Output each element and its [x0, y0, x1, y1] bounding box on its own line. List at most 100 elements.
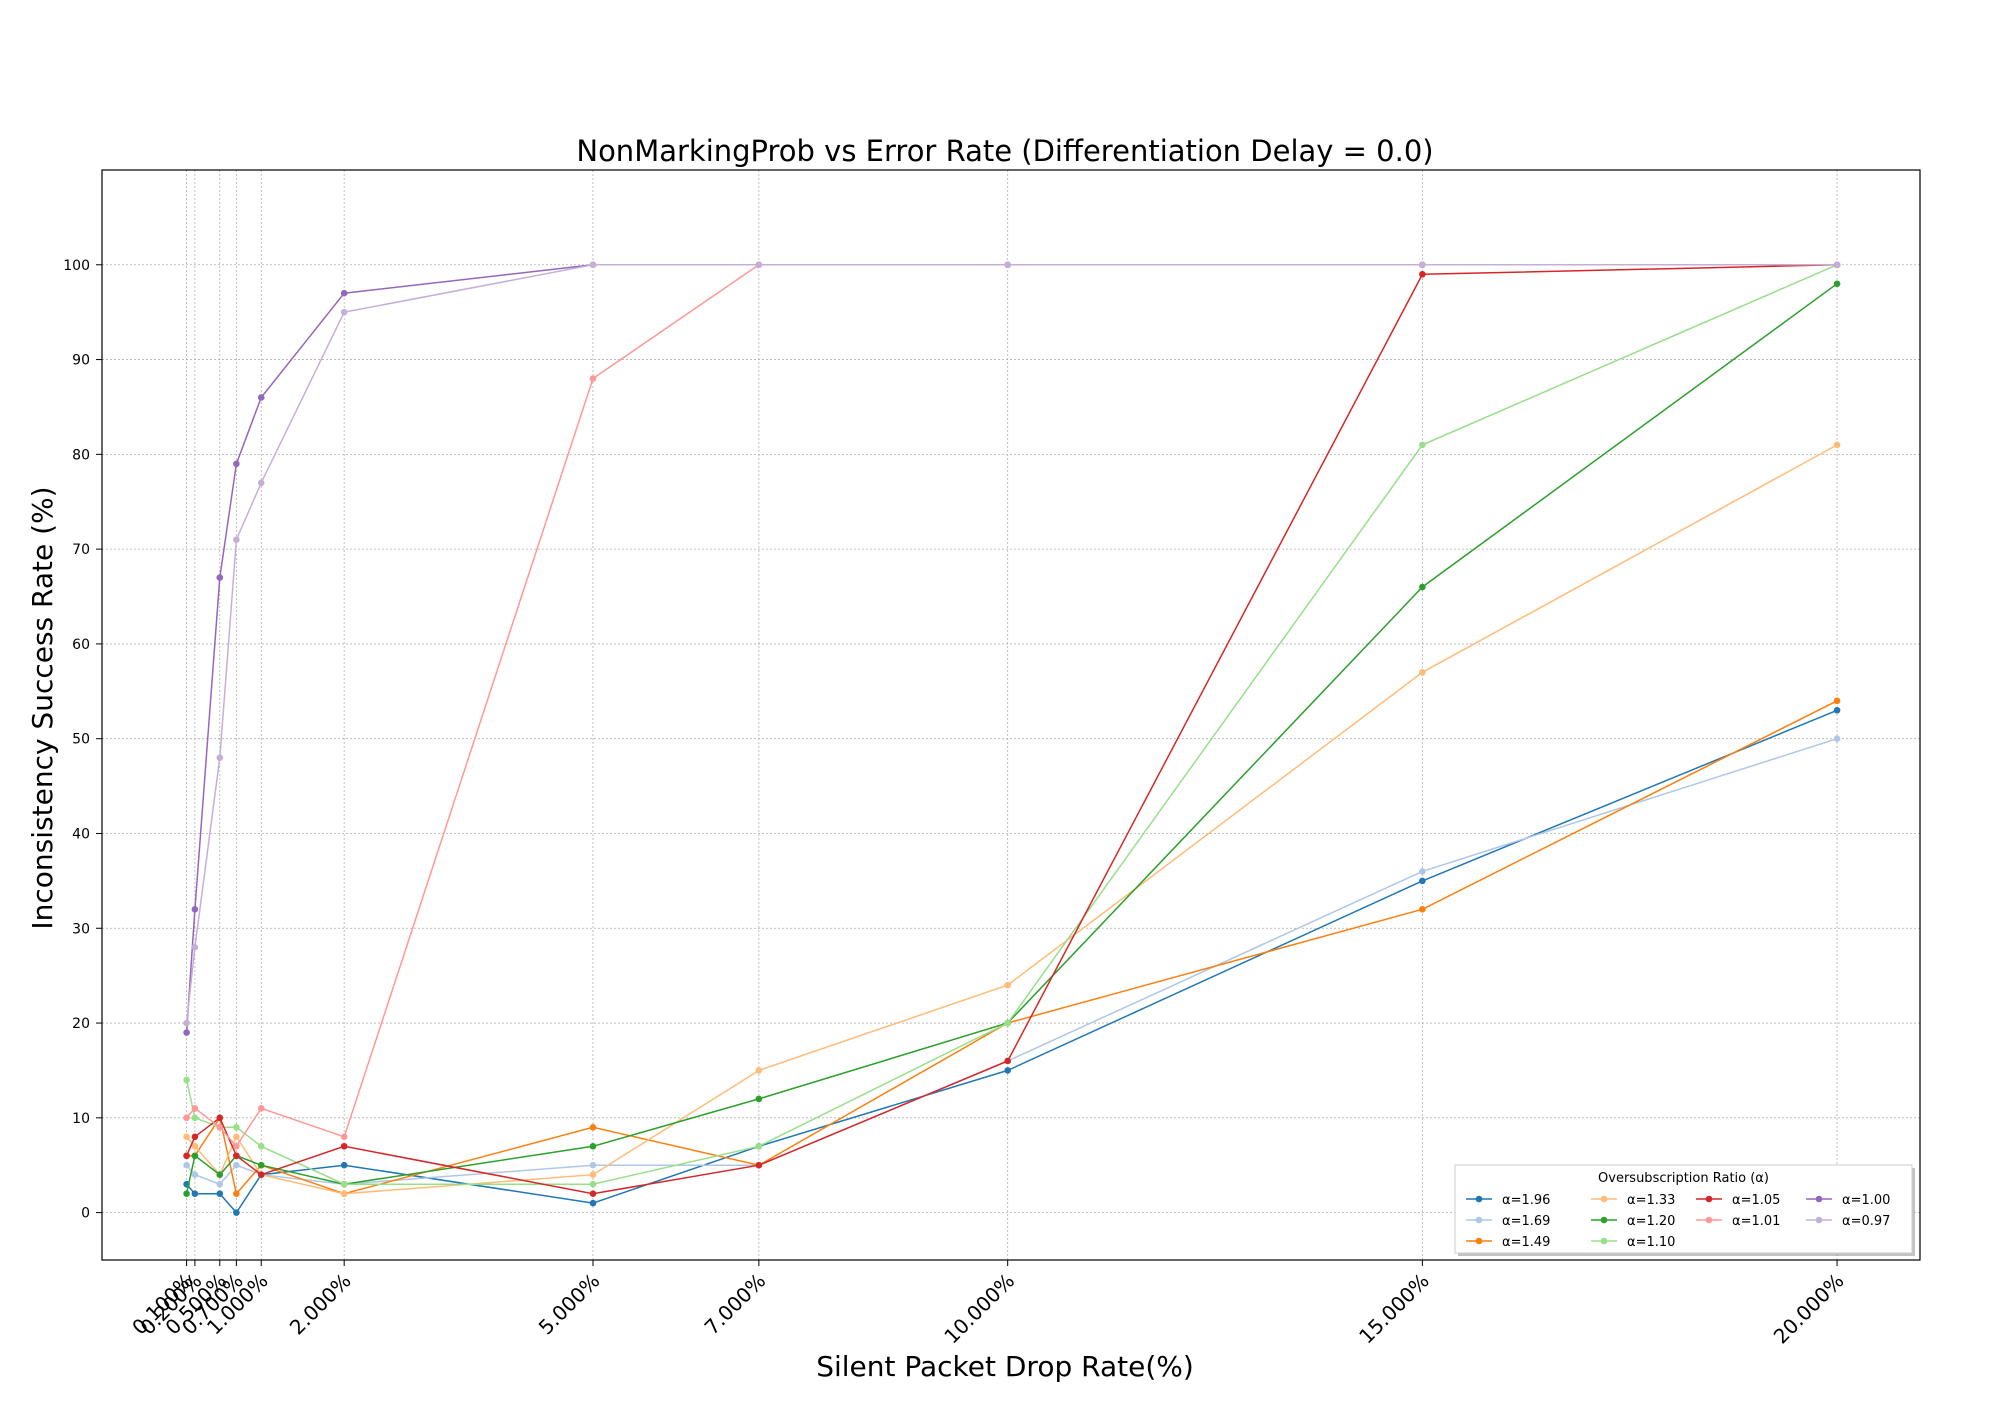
data-point	[340, 289, 348, 297]
data-point	[1419, 906, 1426, 913]
legend-swatch-marker	[1475, 1216, 1483, 1224]
legend-item: α=1.49	[1466, 1235, 1550, 1250]
y-axis-label: Inconsistency Success Rate (%)	[26, 486, 59, 929]
data-point	[589, 1180, 597, 1188]
y-tick-label: 20	[72, 1016, 90, 1032]
data-point	[1419, 270, 1426, 278]
series-line	[185, 264, 1838, 1185]
data-point	[191, 943, 199, 951]
data-point	[233, 1133, 240, 1141]
legend-label: α=1.05	[1732, 1193, 1780, 1208]
x-tick-label: 7.000%	[700, 1269, 771, 1340]
data-point	[1833, 280, 1841, 288]
series-line	[186, 737, 1838, 1186]
data-point	[191, 1133, 199, 1141]
legend-label: α=1.00	[1842, 1193, 1890, 1208]
data-point	[183, 1152, 190, 1160]
data-point	[589, 1190, 597, 1197]
data-point	[216, 1171, 224, 1178]
data-point	[216, 1180, 224, 1188]
series-line	[186, 444, 1838, 1195]
series-α=1.96	[183, 706, 1841, 1216]
data-point	[589, 1171, 597, 1178]
data-point	[340, 1180, 348, 1188]
data-point	[1833, 261, 1841, 269]
legend-item: α=1.05	[1696, 1193, 1780, 1208]
data-point	[1419, 868, 1426, 875]
legend-box	[1454, 1164, 1913, 1254]
data-point	[257, 1171, 265, 1178]
series-α=1.69	[183, 735, 1841, 1188]
legend-item: α=1.96	[1466, 1193, 1550, 1208]
legend-swatch-marker	[1705, 1216, 1713, 1224]
data-point	[589, 1124, 597, 1131]
legend-swatch-marker	[1600, 1237, 1608, 1245]
legend: Oversubscription Ratio (α) α=1.96 α=1.69 α=…	[1454, 1164, 1915, 1256]
legend-swatch-marker	[1600, 1195, 1608, 1203]
legend-item: α=1.01	[1696, 1214, 1780, 1229]
y-tick-label: 90	[72, 353, 90, 369]
data-point	[340, 1142, 348, 1150]
data-point	[1419, 261, 1426, 269]
series-α=0.97	[183, 261, 1841, 1027]
data-point	[216, 574, 224, 581]
data-point	[233, 1209, 240, 1216]
data-point	[257, 394, 265, 401]
data-point	[183, 1161, 190, 1169]
legend-item: α=0.97	[1806, 1214, 1890, 1229]
data-point	[191, 1105, 199, 1112]
data-point	[589, 375, 597, 382]
data-point	[1833, 697, 1841, 705]
data-point	[257, 1105, 265, 1112]
series-α=1.00	[183, 261, 1841, 1036]
legend-swatch-marker	[1705, 1195, 1713, 1203]
y-tick-label: 70	[72, 542, 90, 558]
x-tick-label: 5.000%	[534, 1269, 605, 1340]
series-line	[186, 264, 1838, 1148]
legend-swatch-marker	[1600, 1216, 1608, 1224]
data-point	[191, 1152, 199, 1160]
data-point	[1833, 706, 1841, 714]
legend-item: α=1.33	[1591, 1193, 1675, 1208]
data-point	[191, 1171, 199, 1178]
data-point	[589, 1161, 597, 1169]
data-point	[257, 1142, 265, 1150]
legend-label: α=1.96	[1502, 1193, 1550, 1208]
data-point	[589, 1142, 597, 1150]
legend-label: α=1.33	[1627, 1193, 1675, 1208]
data-point	[233, 536, 240, 543]
data-point	[589, 1199, 597, 1207]
data-point	[589, 261, 597, 269]
series-α=1.10	[183, 261, 1841, 1188]
data-point	[216, 754, 224, 761]
y-tick-label: 40	[72, 826, 90, 842]
data-point	[183, 1029, 190, 1036]
data-point	[183, 1114, 190, 1122]
series-line	[185, 264, 1838, 1195]
legend-item: α=1.00	[1806, 1193, 1890, 1208]
data-point	[755, 1161, 763, 1169]
data-point	[216, 1114, 224, 1122]
data-point	[340, 1133, 348, 1141]
legend-item: α=1.10	[1591, 1235, 1675, 1250]
data-point	[1419, 441, 1426, 449]
series-α=1.49	[183, 697, 1841, 1197]
legend-swatch-marker	[1475, 1237, 1483, 1245]
series-line	[185, 264, 1838, 1033]
data-point	[340, 1190, 348, 1197]
legend-label: α=1.01	[1732, 1214, 1780, 1229]
data-point	[191, 1142, 199, 1150]
data-point	[1419, 583, 1426, 591]
x-axis-label: Silent Packet Drop Rate(%)	[816, 1350, 1194, 1383]
data-point	[1004, 261, 1011, 269]
y-tick-label: 30	[72, 921, 90, 937]
data-point	[216, 1124, 224, 1131]
series-line	[186, 700, 1838, 1196]
y-tick-label: 100	[63, 258, 90, 274]
data-point	[183, 1076, 190, 1084]
data-point	[1004, 1057, 1011, 1065]
legend-swatch-marker	[1815, 1195, 1823, 1203]
data-point	[183, 1019, 190, 1027]
